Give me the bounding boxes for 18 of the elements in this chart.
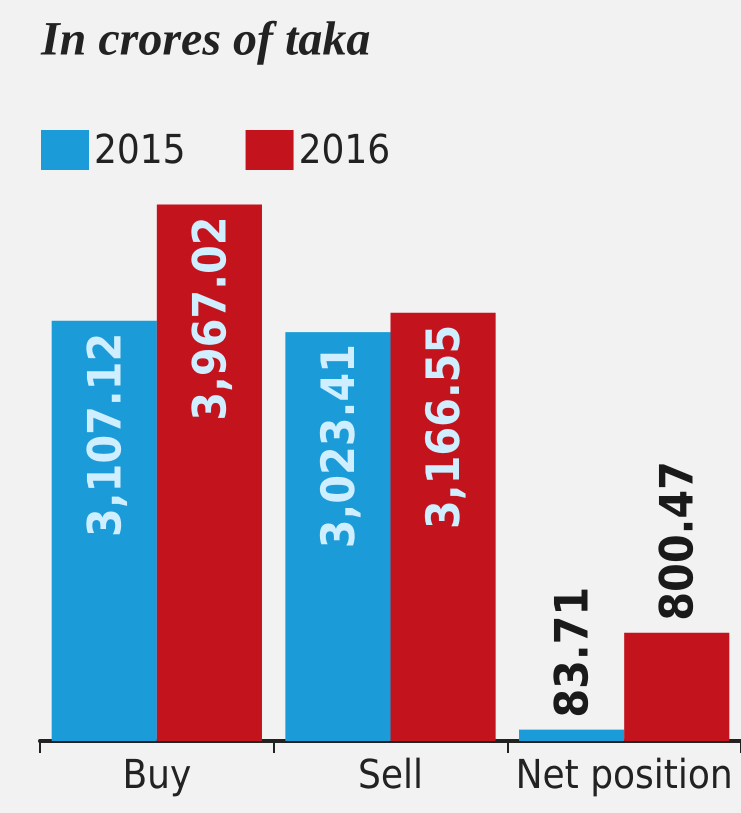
bar [390, 312, 496, 741]
x-tick-label: Net position [516, 752, 733, 798]
data-label: 800.47 [650, 461, 704, 621]
bar [285, 332, 390, 741]
bar [52, 320, 157, 741]
data-label: 3,166.55 [416, 324, 470, 529]
data-label: 3,967.02 [182, 216, 236, 421]
chart-title: In crores of taka [40, 12, 370, 66]
data-label: 3,023.41 [310, 344, 365, 548]
bar [624, 632, 730, 741]
data-label: 3,107.12 [77, 332, 132, 537]
x-tick-label: Sell [358, 752, 423, 798]
data-label: 83.71 [544, 586, 599, 718]
legend-label: 2015 [94, 127, 186, 173]
bar [519, 730, 624, 741]
bar [156, 204, 262, 741]
x-tick-label: Buy [122, 752, 192, 798]
legend-label: 2016 [298, 127, 390, 173]
